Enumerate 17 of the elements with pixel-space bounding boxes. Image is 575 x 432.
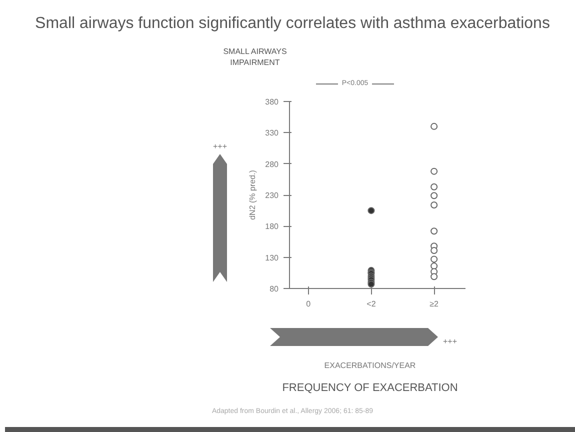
text: +++	[443, 336, 458, 348]
y-tick-label: 230	[265, 190, 280, 200]
y-axis-title: dN2 (% pred.)	[248, 169, 258, 220]
y-tick-label: 380	[265, 97, 280, 106]
y-tick-label: 180	[265, 222, 280, 231]
y-tick-label: 130	[265, 253, 280, 262]
y-tick-label: 280	[265, 160, 280, 169]
x-tick-label: <2	[366, 299, 376, 308]
text: FREQUENCY OF EXACERBATION	[282, 381, 458, 396]
text: EXACERBATIONS/YEAR	[324, 360, 416, 372]
x-tick-label: 0	[306, 299, 312, 308]
text: +++	[212, 140, 228, 152]
y-tick-label: 330	[265, 128, 280, 138]
chart-subtitle: SMALL AIRWAYS IMPAIRMENT	[222, 46, 288, 69]
x-tick-label: ≥2	[430, 299, 440, 308]
chart-title: Small airways function significantly correlates with asthma exacerbations	[35, 14, 550, 34]
y-tick-label: 80	[270, 284, 280, 294]
